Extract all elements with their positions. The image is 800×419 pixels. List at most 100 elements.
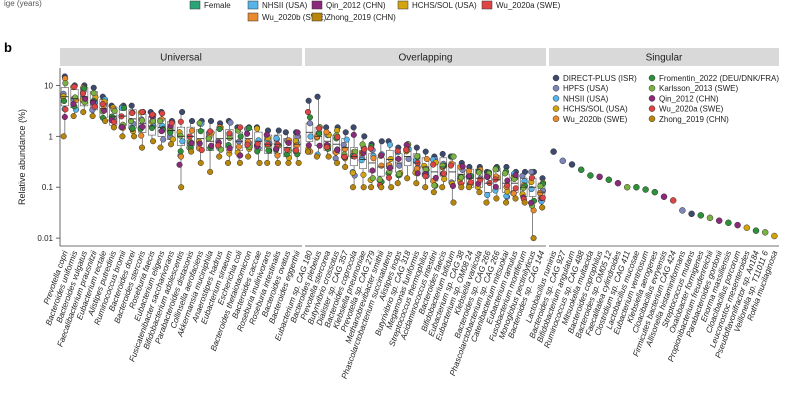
- cohort-point-qin-2012-chn: [263, 131, 270, 138]
- legend-label: Zhong_2019 (CHN): [659, 115, 729, 124]
- cohort-point-nhsii-usa: [273, 135, 280, 142]
- species-bacteroides-thetaiotaomicron: [244, 124, 253, 160]
- legend-marker: [552, 115, 560, 123]
- cohort-point-qin-2012-chn: [119, 124, 126, 131]
- cohort-point-zhong-2019-chn: [188, 148, 195, 155]
- singular-point: [577, 166, 585, 174]
- group-header-universal: Universal: [160, 53, 202, 64]
- top-legend-label: Qin_2012 (CHN): [326, 1, 386, 10]
- cohort-point-wu-2020a-swe: [244, 141, 251, 148]
- cohort-point-direct-plus-isr: [413, 144, 420, 151]
- cohort-point-wu-2020a-swe: [528, 174, 535, 181]
- group-header-bg: [549, 48, 779, 66]
- legend-marker: [648, 115, 656, 123]
- cohort-point-wu-2020a-swe: [385, 174, 392, 181]
- cohort-point-zhong-2019-chn: [450, 199, 457, 206]
- singular-point: [679, 207, 686, 214]
- species-clostridium-sp-cag-411: [623, 183, 631, 191]
- top-legend-swatch: [311, 0, 323, 10]
- cohort-point-zhong-2019-chn: [388, 184, 395, 191]
- species-bifidobacterium-angulatum: [568, 161, 576, 168]
- cohort-point-zhong-2019-chn: [138, 144, 146, 151]
- top-legend-label: Zhong_2019 (CHN): [326, 13, 396, 22]
- cohort-point-qin-2012-chn: [528, 199, 535, 206]
- cohort-point-wu-2020b-swe: [323, 129, 330, 136]
- cohort-point-fromentin-2022-deu-dnk-fra: [246, 125, 253, 132]
- cohort-point-qin-2012-chn: [484, 173, 491, 180]
- cohort-point-qin-2012-chn: [387, 164, 394, 171]
- cohort-point-wu-2020a-swe: [159, 110, 166, 117]
- cohort-point-wu-2020b-swe: [235, 143, 242, 150]
- cohort-point-wu-2020a-swe: [226, 130, 233, 137]
- cohort-point-karlsson-2013-swe: [492, 166, 499, 173]
- cohort-point-qin-2012-chn: [512, 172, 519, 179]
- cohort-point-karlsson-2013-swe: [177, 132, 184, 139]
- cohort-point-hpfs-usa: [528, 168, 535, 175]
- species-eubacterium-ventriosum: [642, 186, 649, 193]
- cohort-point-karlsson-2013-swe: [111, 107, 118, 115]
- cohort-point-wu-2020a-swe: [403, 146, 410, 153]
- y-tick-label: 0.1: [42, 183, 54, 192]
- cohort-point-fromentin-2022-deu-dnk-fra: [306, 114, 313, 121]
- cohort-point-karlsson-2013-swe: [90, 90, 97, 97]
- cohort-point-zhong-2019-chn: [503, 199, 510, 206]
- species-firmicutes-bacterium-cag-424: [669, 197, 677, 204]
- cohort-point-karlsson-2013-swe: [72, 94, 79, 101]
- species-bacteroides-sp-cag-144: [537, 175, 547, 211]
- singular-point: [715, 217, 723, 224]
- cohort-point-qin-2012-chn: [158, 128, 165, 135]
- cohort-point-zhong-2019-chn: [368, 184, 375, 191]
- cohort-point-wu-2020a-swe: [361, 146, 368, 153]
- species-fusicatenibacter-saccharivorans: [166, 117, 176, 148]
- singular-point: [771, 232, 778, 240]
- cohort-point-zhong-2019-chn: [167, 141, 174, 148]
- species-prevotella-sp-cag-279: [367, 141, 377, 191]
- cohort-point-qin-2012-chn: [196, 140, 203, 147]
- cohort-point-wu-2020a-swe: [110, 119, 117, 126]
- cohort-point-zhong-2019-chn: [89, 113, 96, 120]
- species-eubacterium-rectale: [99, 93, 109, 125]
- cohort-point-hpfs-usa: [306, 120, 313, 127]
- top-legend-item-qin-2012-chn: Qin_2012 (CHN): [311, 0, 386, 10]
- cohort-point-hchs-sol-usa: [387, 155, 394, 162]
- cohort-point-karlsson-2013-swe: [157, 118, 164, 125]
- cohort-point-nhsii-usa: [484, 191, 491, 199]
- cohort-point-wu-2020b-swe: [370, 155, 377, 162]
- cohort-point-direct-plus-isr: [90, 84, 97, 91]
- cohort-point-zhong-2019-chn: [274, 159, 281, 166]
- species-prevotella-copri: [60, 73, 69, 140]
- cohort-point-fromentin-2022-deu-dnk-fra: [177, 148, 184, 155]
- y-tick-label: 1: [49, 132, 54, 141]
- cohort-point-karlsson-2013-swe: [149, 118, 156, 125]
- species-bifidobacterium-adolescentis: [176, 109, 186, 191]
- cohort-point-hpfs-usa: [396, 162, 403, 169]
- cohort-point-karlsson-2013-swe: [218, 146, 225, 153]
- species-monoglobus-pectinilyticus: [528, 168, 538, 242]
- cohort-point-karlsson-2013-swe: [376, 176, 383, 183]
- legend-label: Wu_2020a (SWE): [659, 105, 724, 114]
- species-bacteroides-coprophilus: [596, 173, 603, 181]
- cohort-point-zhong-2019-chn: [264, 159, 271, 166]
- species-roseburia-inulinivorans: [263, 127, 273, 166]
- legend-marker: [648, 105, 656, 112]
- cohort-point-direct-plus-isr: [275, 127, 282, 134]
- singular-point: [725, 219, 732, 227]
- singular-point: [614, 179, 622, 187]
- cohort-point-nhsii-usa: [358, 157, 365, 164]
- species-akkermansia-muciniphila: [205, 117, 215, 175]
- cohort-point-wu-2020a-swe: [539, 194, 546, 201]
- species-klebsiella-aerogenes: [651, 188, 659, 196]
- cohort-point-qin-2012-chn: [369, 167, 376, 174]
- top-legend-item-wu-2020a-swe: Wu_2020a (SWE): [481, 0, 561, 10]
- species-collinsella-aerofaciens: [195, 117, 205, 166]
- cohort-point-zhong-2019-chn: [530, 235, 537, 242]
- cohort-point-wu-2020a-swe: [198, 147, 205, 154]
- cohort-point-hpfs-usa: [227, 119, 234, 126]
- group-header-overlapping: Overlapping: [399, 53, 453, 64]
- cohort-point-zhong-2019-chn: [224, 159, 232, 166]
- group-header-singular: Singular: [646, 53, 683, 64]
- cohort-point-direct-plus-isr: [342, 129, 349, 136]
- y-tick-label: 0.01: [37, 234, 53, 243]
- species-bacteroides-eggerthii: [292, 129, 302, 166]
- cohort-point-zhong-2019-chn: [512, 195, 519, 202]
